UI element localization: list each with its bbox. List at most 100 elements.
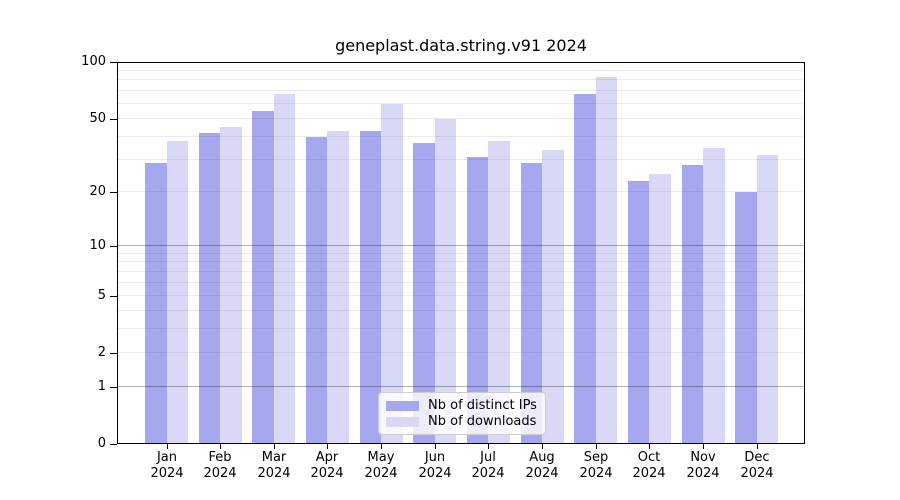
x-tick-mark	[435, 444, 436, 449]
bar-downloads	[273, 93, 296, 444]
x-tick-label: May 2024	[349, 450, 413, 482]
x-tick-month: Feb	[208, 450, 232, 465]
x-tick-month: Jun	[424, 450, 446, 465]
x-tick-year: 2024	[418, 466, 452, 481]
x-tick-label: Dec 2024	[725, 450, 789, 482]
gridline-minor	[117, 69, 805, 71]
legend-row-downloads: Nb of downloads	[386, 414, 537, 429]
x-tick-year: 2024	[579, 466, 613, 481]
gridline-minor	[117, 102, 805, 104]
x-tick-label: Jun 2024	[403, 450, 467, 482]
legend: Nb of distinct IPs Nb of downloads	[378, 392, 546, 435]
bar-downloads	[595, 77, 618, 444]
x-tick-year: 2024	[310, 466, 344, 481]
y-tick-label: 2	[97, 345, 106, 360]
y-tick-label: 1	[97, 379, 106, 394]
y-tick-mark	[110, 246, 117, 247]
bar-downloads	[703, 147, 725, 444]
x-tick-mark	[757, 444, 758, 449]
bar-downloads	[542, 149, 564, 444]
x-tick-year: 2024	[525, 466, 559, 481]
y-tick-label: 20	[89, 184, 106, 199]
x-tick-mark	[488, 444, 489, 449]
x-tick-label: Oct 2024	[617, 450, 681, 482]
y-tick-label: 50	[89, 111, 106, 126]
y-tick-label: 10	[89, 238, 106, 253]
x-tick-mark	[596, 444, 597, 449]
bar-distinct-ips	[520, 162, 543, 444]
bar-distinct-ips	[198, 132, 221, 444]
x-tick-year: 2024	[740, 466, 774, 481]
y-tick-mark	[110, 192, 117, 193]
y-tick-mark	[110, 62, 117, 63]
x-tick-month: Sep	[583, 450, 609, 465]
x-tick-mark	[381, 444, 382, 449]
x-tick-mark	[167, 444, 168, 449]
bar-distinct-ips	[735, 192, 757, 444]
legend-label-distinct-ips: Nb of distinct IPs	[428, 398, 537, 413]
x-tick-month: Apr	[315, 450, 339, 465]
x-tick-month: Dec	[744, 450, 770, 465]
bar-downloads	[381, 103, 403, 444]
x-tick-month: Aug	[529, 450, 555, 465]
y-tick-mark	[110, 353, 117, 354]
y-tick-mark	[110, 387, 117, 388]
x-tick-mark	[649, 444, 650, 449]
x-tick-mark	[327, 444, 328, 449]
bar-distinct-ips	[466, 157, 489, 444]
plot-area	[117, 62, 805, 444]
y-tick-mark	[110, 444, 117, 445]
x-tick-label: Jan 2024	[135, 450, 199, 482]
bar-distinct-ips	[252, 111, 274, 444]
gridline-minor	[117, 79, 805, 81]
x-tick-month: Mar	[261, 450, 287, 465]
bar-distinct-ips	[574, 93, 596, 444]
y-tick-mark	[110, 296, 117, 297]
x-tick-mark	[220, 444, 221, 449]
x-tick-year: 2024	[364, 466, 398, 481]
bar-downloads	[220, 127, 242, 444]
x-tick-label: Mar 2024	[242, 450, 306, 482]
y-tick-label: 0	[97, 436, 106, 451]
bar-downloads	[166, 140, 188, 444]
x-tick-mark	[542, 444, 543, 449]
bar-distinct-ips	[305, 136, 328, 444]
x-tick-mark	[274, 444, 275, 449]
legend-row-distinct-ips: Nb of distinct IPs	[386, 398, 537, 413]
x-tick-month: Nov	[690, 450, 716, 465]
x-tick-label: Aug 2024	[510, 450, 574, 482]
x-tick-year: 2024	[150, 466, 184, 481]
gridline-minor	[117, 117, 805, 119]
x-tick-month: May	[367, 450, 395, 465]
legend-swatch-downloads	[386, 416, 419, 427]
bar-distinct-ips	[145, 162, 167, 444]
bar-distinct-ips	[413, 143, 435, 444]
y-tick-mark	[110, 119, 117, 120]
x-tick-month: Jul	[480, 450, 496, 465]
x-tick-month: Jan	[156, 450, 178, 465]
x-tick-year: 2024	[471, 466, 505, 481]
x-tick-month: Oct	[637, 450, 661, 465]
legend-swatch-distinct-ips	[386, 400, 419, 411]
bar-distinct-ips	[627, 181, 650, 444]
bar-downloads	[327, 130, 349, 444]
x-tick-label: Jul 2024	[456, 450, 520, 482]
x-tick-label: Apr 2024	[295, 450, 359, 482]
gridline-minor	[117, 90, 805, 92]
x-tick-label: Sep 2024	[564, 450, 628, 482]
bar-distinct-ips	[681, 165, 703, 444]
x-tick-label: Nov 2024	[671, 450, 735, 482]
y-tick-label: 100	[81, 54, 106, 69]
legend-label-downloads: Nb of downloads	[428, 414, 537, 429]
x-tick-year: 2024	[686, 466, 720, 481]
bar-downloads	[488, 140, 510, 444]
x-tick-label: Feb 2024	[188, 450, 252, 482]
x-tick-year: 2024	[632, 466, 666, 481]
y-tick-label: 5	[97, 288, 106, 303]
bar-downloads	[756, 154, 779, 444]
bar-downloads	[434, 118, 457, 444]
x-tick-year: 2024	[257, 466, 291, 481]
chart-title: geneplast.data.string.v91 2024	[335, 36, 587, 55]
x-tick-year: 2024	[203, 466, 237, 481]
